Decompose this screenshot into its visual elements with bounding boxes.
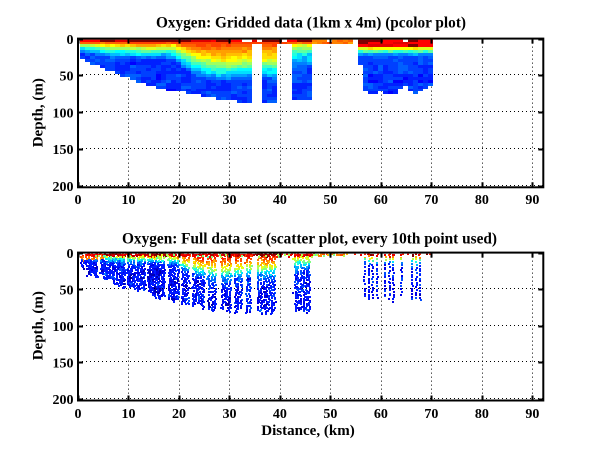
svg-text:150: 150 [53,356,74,371]
svg-text:30: 30 [222,407,236,422]
svg-text:0: 0 [67,33,74,48]
svg-text:40: 40 [273,193,287,208]
svg-text:60: 60 [374,407,388,422]
svg-text:10: 10 [121,193,135,208]
svg-text:10: 10 [121,407,135,422]
svg-text:50: 50 [60,70,74,85]
svg-text:20: 20 [172,407,186,422]
svg-text:80: 80 [475,407,489,422]
svg-text:30: 30 [222,193,236,208]
svg-text:Depth, (m): Depth, (m) [30,291,46,360]
svg-text:Oxygen: Full data set (scatter: Oxygen: Full data set (scatter plot, eve… [122,231,497,248]
svg-text:50: 50 [323,407,337,422]
svg-text:90: 90 [525,407,539,422]
svg-text:0: 0 [67,247,74,262]
svg-text:200: 200 [53,393,74,408]
svg-text:0: 0 [75,407,82,422]
svg-text:70: 70 [424,193,438,208]
svg-text:100: 100 [53,106,74,121]
svg-text:60: 60 [374,193,388,208]
svg-text:200: 200 [53,180,74,195]
svg-text:Distance, (km): Distance, (km) [261,423,355,439]
svg-text:0: 0 [75,193,82,208]
svg-text:50: 50 [323,193,337,208]
svg-text:40: 40 [273,407,287,422]
svg-text:20: 20 [172,193,186,208]
svg-text:90: 90 [525,193,539,208]
svg-text:Depth, (m): Depth, (m) [30,78,46,147]
svg-text:70: 70 [424,407,438,422]
svg-text:80: 80 [475,193,489,208]
svg-text:50: 50 [60,283,74,298]
svg-text:Oxygen: Gridded data (1km x 4m: Oxygen: Gridded data (1km x 4m) (pcolor … [156,14,466,31]
svg-text:100: 100 [53,320,74,335]
svg-text:150: 150 [53,143,74,158]
